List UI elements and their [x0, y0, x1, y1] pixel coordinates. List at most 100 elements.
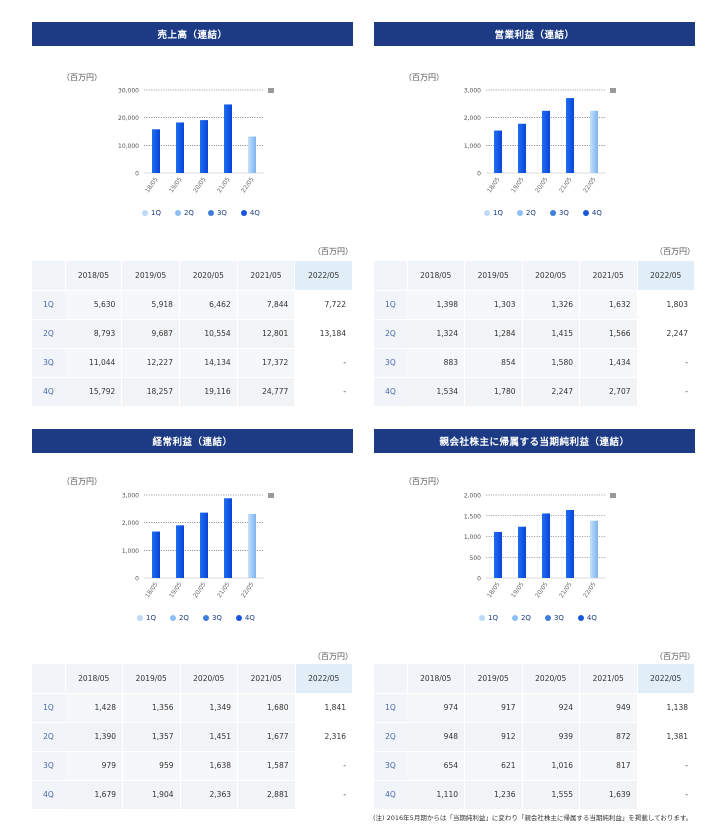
bar[interactable] [224, 498, 232, 578]
table-cell: 1,638 [180, 751, 238, 781]
legend-item[interactable]: 3Q [549, 209, 569, 217]
table-cell: 1,390 [65, 722, 123, 752]
footnote: (注) 2016年5月期からは「当期純利益」に変わり「親会社株主に帰属する当期純… [373, 814, 693, 822]
table-row: 1Q 974 917 924 949 1,138 [374, 693, 695, 723]
chart-legend: 1Q 2Q 3Q 4Q [142, 209, 260, 217]
table-cell: 1,324 [407, 319, 465, 349]
panel-title: 親会社株主に帰属する当期純利益（連結） [374, 429, 695, 453]
chart-unit-label: （百万円） [404, 477, 444, 486]
legend-item[interactable]: 4Q [235, 614, 255, 622]
bar[interactable] [590, 110, 598, 173]
table-cell: 2,707 [579, 377, 638, 407]
legend-label: 3Q [216, 209, 227, 217]
y-tick-label: 0 [477, 576, 481, 583]
row-header: 2Q [32, 319, 65, 349]
legend-item[interactable]: 3Q [544, 614, 564, 622]
table-cell: 1,284 [464, 319, 523, 349]
table-cell: 948 [407, 722, 465, 752]
table-cell: 13,184 [294, 319, 353, 349]
legend-dot-icon [544, 615, 551, 621]
table-cell: 883 [407, 348, 465, 378]
x-tick-label: 20/05 [192, 176, 208, 194]
legend-item[interactable]: 1Q [484, 209, 503, 217]
legend-item[interactable]: 3Q [202, 614, 222, 622]
legend-item[interactable]: 4Q [582, 209, 602, 217]
table-row: 3Q 11,044 12,227 14,134 17,372- [32, 348, 353, 378]
y-tick-label: 1,000 [464, 143, 481, 150]
legend-item[interactable]: 2Q [516, 209, 536, 217]
bar[interactable] [224, 104, 232, 173]
legend-label: 1Q [146, 614, 156, 622]
row-header: 1Q [374, 290, 407, 320]
chart-menu-icon[interactable] [268, 88, 274, 93]
table-cell: 654 [407, 751, 465, 781]
legend-item[interactable]: 4Q [240, 209, 260, 217]
table-header-row: 2018/05 2019/05 2020/05 2021/05 2022/05 [32, 664, 353, 694]
panel-net-income: 親会社株主に帰属する当期純利益（連結） （百万円） 0 500 1,000 1,500… [374, 429, 695, 810]
chart-unit-label: （百万円） [62, 477, 102, 486]
table-cell: 949 [579, 693, 638, 723]
bar[interactable] [542, 513, 550, 578]
y-tick-label: 500 [470, 555, 482, 562]
panel-operating-income: 営業利益（連結） （百万円） 0 1,000 2,000 3,000 18/05 19/0… [374, 22, 695, 407]
chart-svg: 0 10,000 20,000 30,000 18/05 19/05 20/05 21/05 2… [118, 88, 274, 194]
y-tick-label: 3,000 [464, 88, 481, 95]
bar-chart: 0 500 1,000 1,500 2,000 18/05 19/05 20/05 21/05 2… [374, 467, 695, 667]
legend-dot-icon [479, 615, 485, 621]
legend-item[interactable]: 2Q [169, 614, 189, 622]
column-header: 2021/05 [579, 664, 638, 694]
bar[interactable] [518, 526, 526, 578]
row-header: 2Q [32, 722, 65, 752]
bar[interactable] [200, 120, 208, 173]
legend-item[interactable]: 1Q [142, 209, 161, 217]
bar[interactable] [152, 129, 160, 173]
bar[interactable] [494, 531, 502, 578]
x-tick-label: 21/05 [558, 581, 574, 599]
table-row: 1Q 1,398 1,303 1,326 1,632 1,803 [374, 290, 695, 320]
y-tick-label: 1,000 [122, 548, 139, 555]
table-row: 1Q 1,428 1,356 1,349 1,680 1,841 [32, 693, 353, 723]
bar[interactable] [542, 110, 550, 173]
legend-label: 4Q [249, 209, 260, 217]
table-cell: - [637, 348, 695, 378]
bar[interactable] [518, 123, 526, 173]
bar[interactable] [590, 520, 598, 578]
chart-menu-icon[interactable] [610, 493, 616, 498]
x-tick-label: 18/05 [144, 581, 160, 599]
chart-menu-icon[interactable] [610, 88, 616, 93]
legend-dot-icon [582, 210, 589, 216]
bar[interactable] [200, 512, 208, 578]
bar[interactable] [248, 136, 256, 173]
legend-item[interactable]: 1Q [137, 614, 156, 622]
legend-item[interactable]: 1Q [479, 614, 498, 622]
legend-item[interactable]: 3Q [207, 209, 227, 217]
data-table: 2018/05 2019/05 2020/05 2021/05 2022/05 1Q 5,6… [32, 261, 353, 407]
table-cell: 912 [464, 722, 523, 752]
bar[interactable] [494, 130, 502, 173]
table-corner [32, 261, 66, 291]
panel-ordinary-income: 経常利益（連結） （百万円） 0 1,000 2,000 3,000 18/05 19/0… [32, 429, 353, 810]
bar[interactable] [176, 122, 184, 173]
legend-item[interactable]: 2Q [511, 614, 531, 622]
legend-item[interactable]: 4Q [577, 614, 597, 622]
bar[interactable] [248, 513, 256, 578]
row-header: 2Q [374, 319, 407, 349]
table-cell: 1,677 [237, 722, 296, 752]
table-cell: 1,679 [65, 780, 123, 810]
legend-label: 3Q [553, 614, 564, 622]
table-cell: 2,881 [237, 780, 296, 810]
bar[interactable] [566, 509, 574, 578]
bar[interactable] [566, 98, 574, 173]
table-row: 2Q 948 912 939 872 1,381 [374, 722, 695, 752]
bar[interactable] [152, 531, 160, 578]
table-cell: 5,918 [121, 290, 180, 320]
legend-item[interactable]: 2Q [174, 209, 194, 217]
table-cell: 14,134 [179, 348, 238, 378]
legend-label: 1Q [488, 614, 498, 622]
data-table: 2018/05 2019/05 2020/05 2021/05 2022/05 1Q 1,3… [374, 261, 695, 407]
bar[interactable] [176, 525, 184, 578]
chart-menu-icon[interactable] [268, 493, 274, 498]
table-cell: 7,844 [237, 290, 296, 320]
table-unit-label: （百万円） [655, 652, 695, 661]
column-header: 2021/05 [237, 261, 296, 291]
